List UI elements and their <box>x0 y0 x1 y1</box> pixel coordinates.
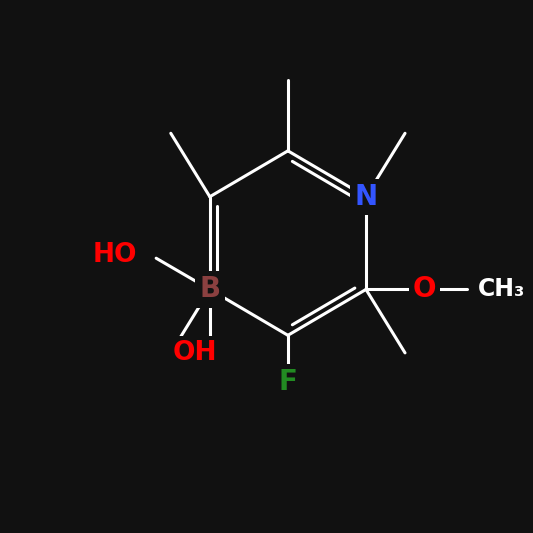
Text: CH₃: CH₃ <box>478 278 526 302</box>
Text: F: F <box>278 368 297 396</box>
Text: N: N <box>354 183 377 211</box>
Text: OH: OH <box>173 340 217 366</box>
Text: B: B <box>199 276 221 303</box>
Text: O: O <box>413 276 437 303</box>
Text: HO: HO <box>92 243 136 268</box>
